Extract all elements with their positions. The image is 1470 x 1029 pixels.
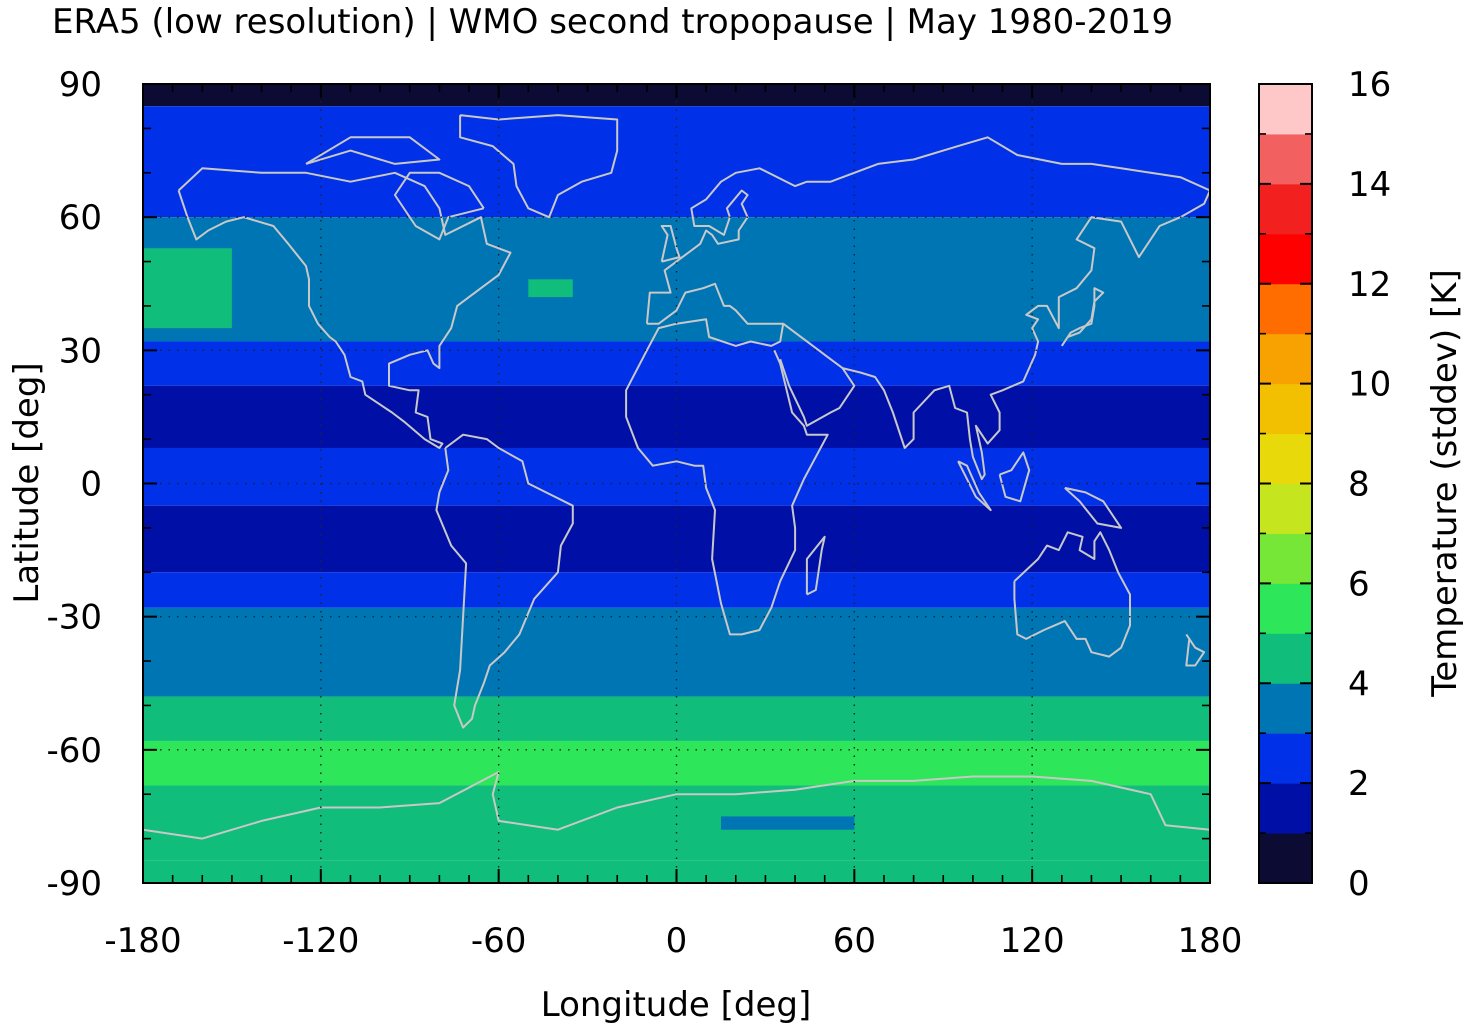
colorbar-swatch-8 bbox=[1259, 433, 1312, 484]
colorbar-tick-label: 14 bbox=[1348, 165, 1391, 205]
colorbar-swatch-9 bbox=[1259, 383, 1312, 435]
colorbar-tick-label: 0 bbox=[1348, 864, 1370, 904]
colorbar-tick-label: 8 bbox=[1348, 465, 1370, 505]
lat-band-6 bbox=[143, 505, 1210, 573]
colorbar-title: Temperature (stddev) [K] bbox=[1425, 269, 1465, 698]
colorbar-swatch-7 bbox=[1259, 483, 1312, 534]
x-tick-label: 120 bbox=[1000, 921, 1065, 961]
colorbar-swatch-15 bbox=[1259, 84, 1312, 135]
coastline-11 bbox=[957, 460, 992, 512]
colorbar-swatch-14 bbox=[1259, 133, 1312, 185]
coastline-17 bbox=[393, 171, 485, 241]
y-tick-label: -90 bbox=[46, 864, 102, 904]
x-tick-label: 0 bbox=[666, 921, 688, 961]
coastline-8 bbox=[459, 114, 619, 219]
x-tick-label: -120 bbox=[282, 921, 359, 961]
y-tick-label: 0 bbox=[80, 465, 102, 505]
regional-patch-0 bbox=[143, 248, 232, 329]
coastline-16 bbox=[305, 136, 441, 165]
colorbar bbox=[1259, 84, 1312, 884]
colorbar-swatch-6 bbox=[1259, 533, 1312, 584]
colorbar-tick-label: 16 bbox=[1348, 65, 1391, 105]
y-tick-label: 90 bbox=[59, 65, 102, 105]
colorbar-swatch-12 bbox=[1259, 233, 1312, 285]
coastline-6 bbox=[1013, 531, 1131, 658]
colorbar-swatch-3 bbox=[1259, 683, 1312, 734]
y-tick-label: 30 bbox=[59, 331, 102, 371]
chart-title: ERA5 (low resolution) | WMO second tropo… bbox=[52, 2, 1174, 42]
colorbar-tick-label: 12 bbox=[1348, 265, 1391, 305]
colorbar-swatch-10 bbox=[1259, 333, 1312, 385]
coastline-14 bbox=[805, 535, 826, 596]
colorbar-swatch-5 bbox=[1259, 583, 1312, 634]
regional-patch-1 bbox=[528, 279, 573, 298]
colorbar-ticks: 16 14 12 10 8 6 4 2 0 bbox=[1259, 65, 1391, 904]
x-tick-label: 180 bbox=[1178, 921, 1243, 961]
coastline-0 bbox=[177, 167, 512, 449]
coastline-4 bbox=[779, 322, 856, 427]
colorbar-swatch-4 bbox=[1259, 633, 1312, 684]
grid-lines bbox=[143, 84, 1210, 883]
x-tick-label: -60 bbox=[471, 921, 527, 961]
lat-band-9 bbox=[143, 696, 1210, 741]
coastline-13 bbox=[1064, 486, 1123, 529]
coastline-15 bbox=[1185, 633, 1206, 667]
lat-band-11 bbox=[143, 785, 1210, 861]
regional-patch-2 bbox=[143, 758, 1210, 786]
colorbar-tick-label: 6 bbox=[1348, 564, 1370, 604]
y-axis: 90 60 30 0 -30 -60 -90 bbox=[46, 65, 1210, 904]
coastline-3 bbox=[645, 136, 1210, 324]
y-tick-label: -60 bbox=[46, 731, 102, 771]
y-tick-label: -30 bbox=[46, 598, 102, 638]
y-axis-title: Latitude [deg] bbox=[7, 362, 47, 603]
lat-band-8 bbox=[143, 607, 1210, 697]
x-axis-title: Longitude [deg] bbox=[541, 985, 812, 1025]
colorbar-swatch-2 bbox=[1259, 733, 1312, 784]
colorbar-tick-label: 2 bbox=[1348, 764, 1370, 804]
y-tick-label: 60 bbox=[59, 198, 102, 238]
coastline-2 bbox=[625, 282, 829, 636]
coastline-5 bbox=[842, 190, 1210, 481]
regional-patch-3 bbox=[720, 816, 855, 830]
coastlines bbox=[143, 114, 1210, 840]
colorbar-swatch-13 bbox=[1259, 183, 1312, 235]
x-axis: -180 -120 -60 0 60 120 180 bbox=[104, 84, 1242, 961]
colorbar-tick-label: 4 bbox=[1348, 664, 1370, 704]
coastline-9 bbox=[660, 225, 681, 263]
colorbar-swatch-0 bbox=[1259, 833, 1312, 884]
coastline-1 bbox=[435, 433, 574, 729]
x-tick-label: 60 bbox=[833, 921, 876, 961]
x-tick-label: -180 bbox=[104, 921, 181, 961]
lat-band-5 bbox=[143, 447, 1210, 506]
coastline-7 bbox=[143, 771, 1210, 840]
coastline-12 bbox=[998, 451, 1031, 503]
colorbar-swatch-1 bbox=[1259, 783, 1312, 834]
regional-patch-4 bbox=[972, 234, 1122, 262]
colorbar-swatch-11 bbox=[1259, 283, 1312, 335]
coastline-10 bbox=[1060, 287, 1105, 347]
colorbar-tick-label: 10 bbox=[1348, 365, 1391, 405]
